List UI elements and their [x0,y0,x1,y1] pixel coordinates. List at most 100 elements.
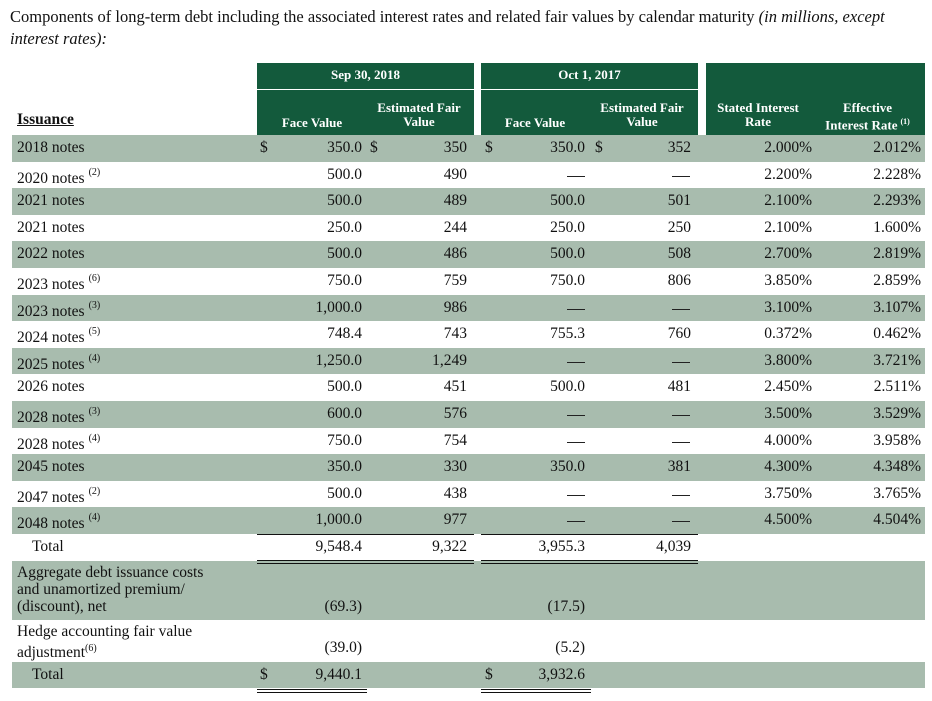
currency-symbol: $ [370,139,378,156]
issuance-name: 2021 notes [17,188,85,214]
face-value-2017: 250.0 [550,218,585,236]
face-value-2018: 500.0 [327,378,362,396]
footnote-ref: (3) [88,406,101,417]
period-2018-header: Sep 30, 2018 [331,67,400,82]
stated-rate: 2.000% [764,139,812,156]
effective-rate: 0.462% [873,325,921,343]
currency-symbol: $ [260,139,268,156]
effective-rate: 3.529% [873,405,921,422]
fair-value-header-line1: Estimated Fair [377,100,461,115]
table-row: 2048 notes (4) 1,000.0 977 4.500% 4.504% [12,507,925,534]
face-value-2017-dash [567,361,585,363]
double-rule [257,689,367,691]
hedge-line2: adjustment(6) [17,640,192,661]
footnote-ref: (4) [88,512,101,524]
stated-rate: 0.372% [764,325,812,343]
double-rule [481,692,591,694]
issuance-label: 2020 notes [17,169,85,187]
caption-units: (in millions, except interest rates): [10,7,885,48]
effective-footnote: (1) [900,117,910,126]
effective-rate: 2.012% [873,139,921,156]
fair-value-2018: 1,249 [432,351,467,369]
issuance-name: 2023 notes (3) [17,295,100,325]
table-row: 2026 notes 500.0 451 500.0 481 2.450% 2.511% [12,374,925,401]
fair-value-header-line1: Estimated Fair [600,100,684,115]
stated-rate: 2.200% [764,165,812,183]
effective-rate: 2.859% [873,272,921,289]
hedge-2017: (5.2) [555,638,585,656]
table-caption: Components of long-term debt including t… [10,6,925,50]
fair-value-2017: 501 [667,192,691,210]
stated-rate: 4.300% [764,458,812,476]
effective-rate: 2.511% [873,378,921,396]
stated-rate: 3.850% [764,272,812,289]
fair-value-2018: 451 [443,378,467,396]
fair-value-2018: 743 [443,325,467,343]
fair-value-2017-dash [672,415,690,416]
fair-value-2017-dash [672,441,690,443]
table-row: 2023 notes (3) 1,000.0 986 3.100% 3.107% [12,294,925,325]
face-value-2018: 1,250.0 [315,351,363,369]
effective-rate: 4.348% [873,458,921,476]
effective-rate: 3.765% [873,484,921,502]
stated-rate: 2.100% [764,218,812,236]
face-value-2017-dash [567,415,585,416]
hedge-label: Hedge accounting fair value adjustment(6) [17,623,192,661]
footnote-ref: (3) [88,299,101,311]
face-value-2018: 500.0 [327,165,362,183]
face-value-2018: 750.0 [327,272,362,289]
face-value-2018: 500.0 [327,245,362,263]
total-rule [257,534,474,535]
footnote-ref: (2) [88,166,101,178]
issuance-name: 2045 notes [17,454,85,480]
face-value-2018: 748.4 [327,325,362,343]
footnote-ref: (2) [88,485,101,497]
effective-rate: 2.228% [873,165,921,183]
currency-symbol: $ [485,665,493,683]
issuance-name: 2047 notes (2) [17,481,100,511]
table-row: 2018 notes $ $ $ $350.0 350 350.0 352 2.000% 2.01… [12,135,925,162]
grand-total-label: Total [32,665,64,683]
fair-value-header-2018: Estimated Fair Value [360,101,478,129]
face-value-2018: 600.0 [327,405,362,422]
hedge-row: Hedge accounting fair value adjustment(6)… [12,620,925,662]
fair-value-2018: 754 [443,431,467,449]
stated-header-line2: Rate [745,114,771,129]
issuance-label: 2045 notes [17,458,85,476]
face-value-2018: 350.0 [327,458,362,476]
issuance-costs-line3: (discount), net [17,597,107,615]
issuance-label: 2018 notes [17,139,85,156]
issuance-label: 2028 notes [17,435,85,453]
currency-symbol: $ [485,139,493,156]
effective-header-line1: Effective [842,100,893,115]
stated-rate: 3.500% [764,405,812,422]
issuance-name: 2021 notes [17,215,85,241]
footnote-ref: (6) [88,273,101,284]
stated-rate-header: Stated Interest Rate [706,101,810,129]
table-row: 2045 notes 350.0 330 350.0 381 4.300% 4.348% [12,454,925,481]
footnote-ref: (6) [85,642,97,654]
fair-value-2018: 438 [443,484,467,502]
table-row: 2028 notes (3) 600.0 576 3.500% 3.529% [12,401,925,428]
fair-value-2017-dash [672,175,690,177]
stated-rate: 2.450% [764,378,812,396]
stated-rate: 4.500% [764,511,812,529]
header-band-rates [706,63,925,135]
issuance-label: 2021 notes [17,218,85,236]
face-value-2017-dash [567,521,585,523]
face-value-2017: 755.3 [550,325,585,343]
total-face-2018: 9,548.4 [315,538,363,555]
fair-value-header-2017: Estimated Fair Value [583,101,701,129]
face-value-2018: 1,000.0 [315,511,363,529]
total-double-rule [481,562,698,564]
currency-symbol: $ [260,665,268,683]
fair-value-2017-dash [672,361,690,363]
effective-rate: 2.819% [873,245,921,263]
stated-rate: 4.000% [764,431,812,449]
fair-value-2018: 977 [443,511,467,529]
issuance-name: 2018 notes [17,135,85,161]
effective-header-text: Interest Rate [825,117,898,133]
issuance-label: 2047 notes [17,488,85,506]
issuance-name: 2025 notes (4) [17,348,100,378]
face-value-2017: 500.0 [550,245,585,263]
